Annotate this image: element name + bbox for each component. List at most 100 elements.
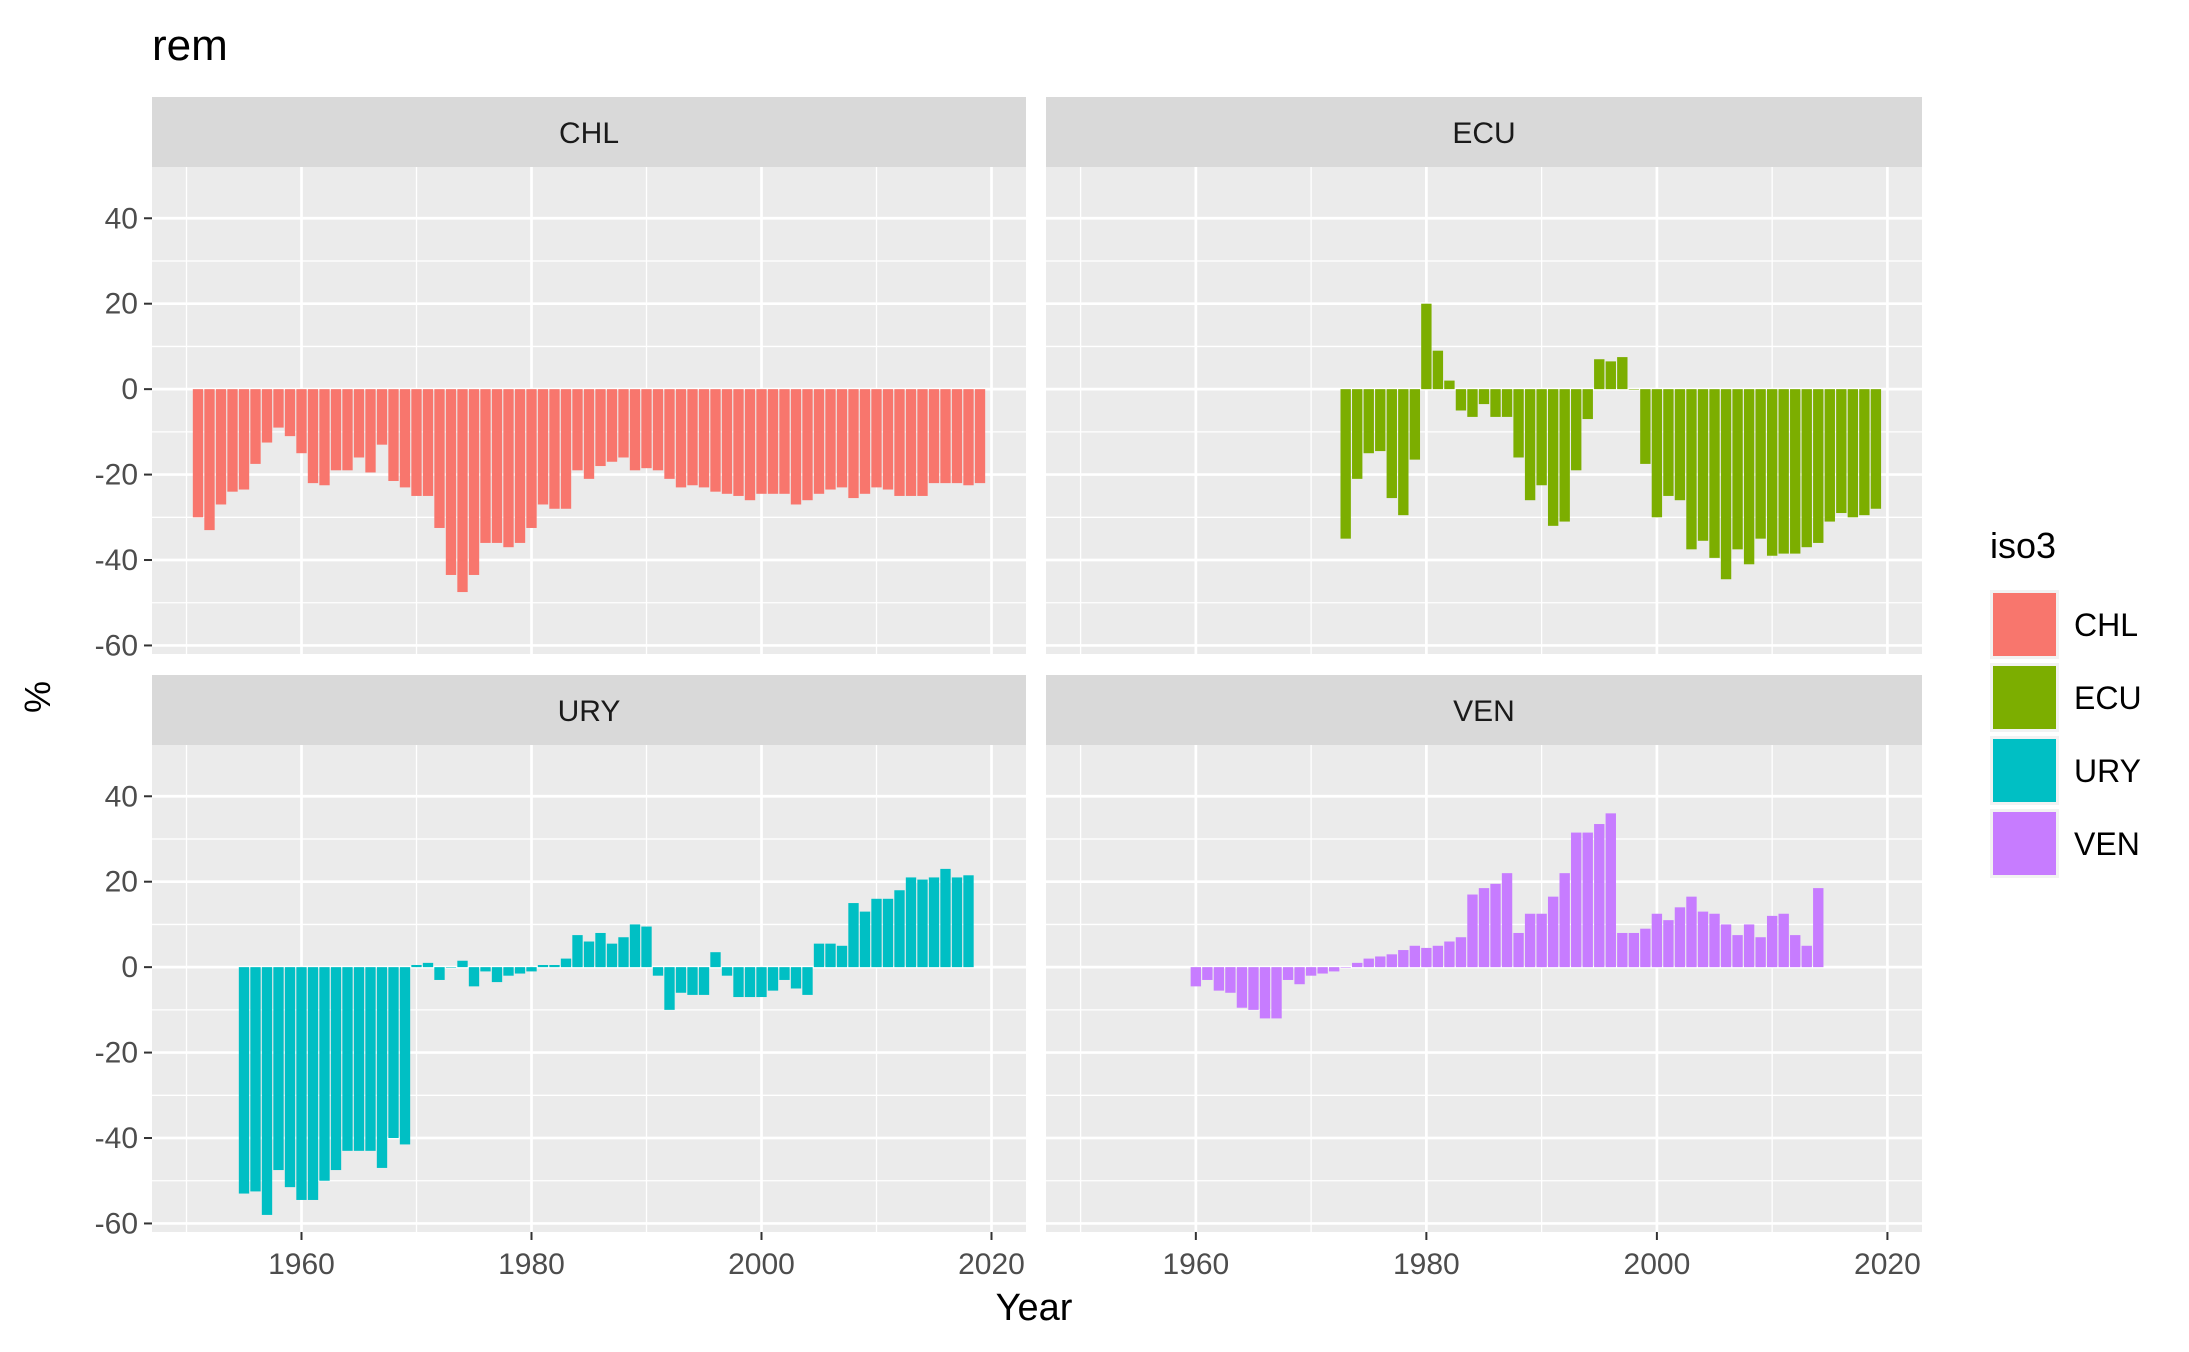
y-axis-label: %	[17, 681, 58, 713]
bar	[284, 967, 296, 1188]
bar	[802, 967, 813, 995]
facet-strip	[152, 97, 1026, 167]
bars-ury	[238, 868, 974, 1215]
bar	[1467, 894, 1478, 968]
bar	[445, 389, 457, 575]
bar	[1847, 389, 1859, 518]
bar	[503, 967, 514, 976]
bar	[388, 967, 399, 1139]
bar	[1617, 932, 1628, 968]
bar	[1628, 389, 1640, 390]
bar	[1663, 920, 1674, 968]
bar	[250, 389, 261, 464]
bar	[928, 389, 940, 484]
y-tick-label: 40	[105, 202, 138, 235]
bar	[480, 967, 491, 972]
bar	[940, 389, 951, 484]
bar	[284, 389, 296, 437]
bar	[664, 389, 675, 479]
bar	[1755, 937, 1766, 968]
bar	[733, 389, 744, 496]
bar	[1190, 967, 1202, 987]
bar	[1559, 389, 1570, 522]
legend-label: URY	[2074, 753, 2141, 789]
bar	[1421, 947, 1432, 968]
bar	[434, 389, 445, 528]
bar	[319, 389, 330, 486]
bar	[376, 967, 388, 1168]
bar	[641, 389, 652, 469]
bar	[1640, 928, 1651, 968]
bar	[1790, 389, 1801, 554]
bar	[549, 389, 560, 509]
bar	[1582, 832, 1593, 968]
bar	[894, 389, 905, 496]
bar	[583, 941, 595, 968]
bar	[1743, 389, 1755, 565]
bar	[790, 389, 802, 505]
bar	[422, 389, 434, 496]
x-tick-label: 2020	[958, 1248, 1025, 1281]
bar	[273, 389, 284, 428]
bar	[1674, 389, 1686, 501]
bar	[319, 967, 330, 1181]
panel-ecu: ECU	[1046, 97, 1922, 654]
bar	[296, 967, 307, 1200]
x-tick-label: 2000	[1624, 1248, 1691, 1281]
bar	[917, 879, 928, 968]
bar	[1271, 967, 1282, 1019]
bar	[1859, 389, 1870, 516]
bar	[1536, 913, 1547, 968]
bar	[1559, 873, 1570, 968]
bar	[273, 967, 284, 1171]
bar	[1755, 389, 1766, 539]
bar	[1386, 389, 1397, 499]
y-tick-label: -60	[95, 1207, 138, 1240]
bar	[1547, 896, 1559, 968]
bar	[871, 389, 882, 488]
bar	[468, 967, 480, 987]
bar	[1363, 389, 1374, 454]
bar	[1582, 389, 1593, 420]
bar	[1524, 389, 1536, 501]
y-tick-label: -60	[95, 629, 138, 662]
bar	[1248, 967, 1259, 1010]
bar	[514, 389, 526, 543]
bar	[767, 389, 779, 494]
bar	[813, 389, 825, 494]
bar	[1444, 941, 1455, 968]
bar	[1813, 389, 1824, 543]
bar	[963, 875, 974, 968]
bar	[342, 967, 353, 1151]
bar	[388, 389, 399, 481]
bar	[1686, 896, 1697, 968]
bar	[1340, 967, 1351, 968]
bar	[1513, 389, 1524, 458]
bar	[1732, 935, 1743, 968]
bar	[825, 943, 836, 968]
facet-label: ECU	[1452, 117, 1515, 150]
bar	[871, 898, 882, 968]
bar	[836, 389, 848, 488]
bar	[238, 967, 250, 1194]
panel-ven: VEN 1960 1980 2000 2020	[1046, 675, 1922, 1281]
bar	[928, 877, 940, 968]
bar	[618, 389, 629, 458]
bar	[802, 389, 813, 501]
bar	[1697, 389, 1709, 541]
bar	[1352, 962, 1363, 968]
bar	[894, 890, 905, 968]
bar	[905, 389, 917, 496]
bar	[1398, 950, 1409, 968]
x-tick-label: 1980	[498, 1248, 565, 1281]
bar	[790, 967, 802, 989]
facet-strip	[1046, 97, 1922, 167]
bar	[1432, 350, 1444, 390]
bar	[1328, 967, 1340, 972]
panel-chl: CHL -60 -40 -20 0 20 40	[95, 97, 1026, 662]
bar	[675, 389, 687, 488]
bar	[1720, 389, 1732, 580]
bar	[399, 967, 411, 1145]
bar	[1467, 389, 1478, 417]
bar	[457, 960, 468, 968]
